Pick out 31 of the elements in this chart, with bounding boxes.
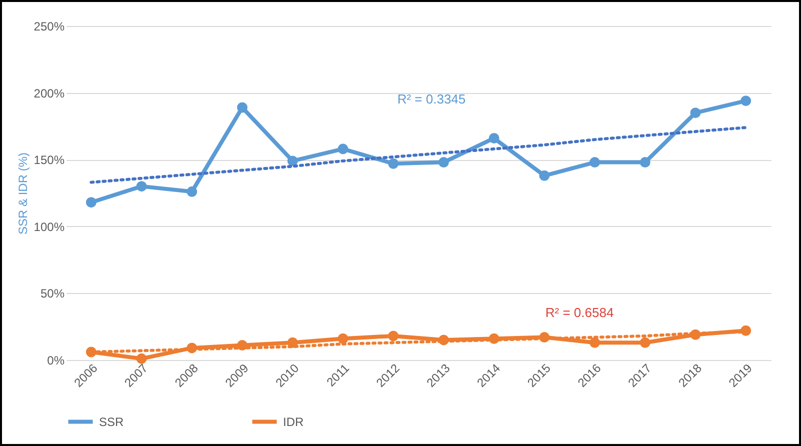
legend-label: IDR: [283, 414, 304, 429]
y-tick-label: 200%: [34, 86, 65, 100]
point: [287, 156, 298, 166]
y-tick-label: 50%: [40, 286, 65, 301]
point: [590, 157, 600, 168]
point: [488, 132, 500, 144]
point: [388, 330, 399, 342]
point: [388, 158, 399, 169]
y-tick-label: 100%: [34, 220, 65, 234]
point: [237, 102, 248, 113]
y-tick-label: 0%: [47, 354, 65, 368]
point: [136, 353, 147, 364]
y-axis-title: SSR & IDR (%): [16, 152, 30, 235]
annotation: R² = 0.6584: [545, 305, 614, 320]
point: [338, 333, 348, 344]
point: [338, 144, 348, 154]
line-series: [90, 126, 748, 184]
y-tick-label: 250%: [34, 20, 65, 34]
point: [640, 337, 650, 348]
point: [438, 157, 449, 168]
point: [86, 197, 96, 208]
point: [136, 181, 147, 192]
point: [590, 337, 600, 348]
point: [640, 157, 650, 168]
point: [740, 96, 752, 106]
legend-label: SSR: [99, 414, 124, 429]
y-tick-label: 150%: [34, 153, 65, 168]
point: [539, 170, 550, 181]
point: [690, 108, 701, 118]
point: [186, 186, 198, 197]
annotation: R² = 0.3345: [397, 91, 466, 106]
